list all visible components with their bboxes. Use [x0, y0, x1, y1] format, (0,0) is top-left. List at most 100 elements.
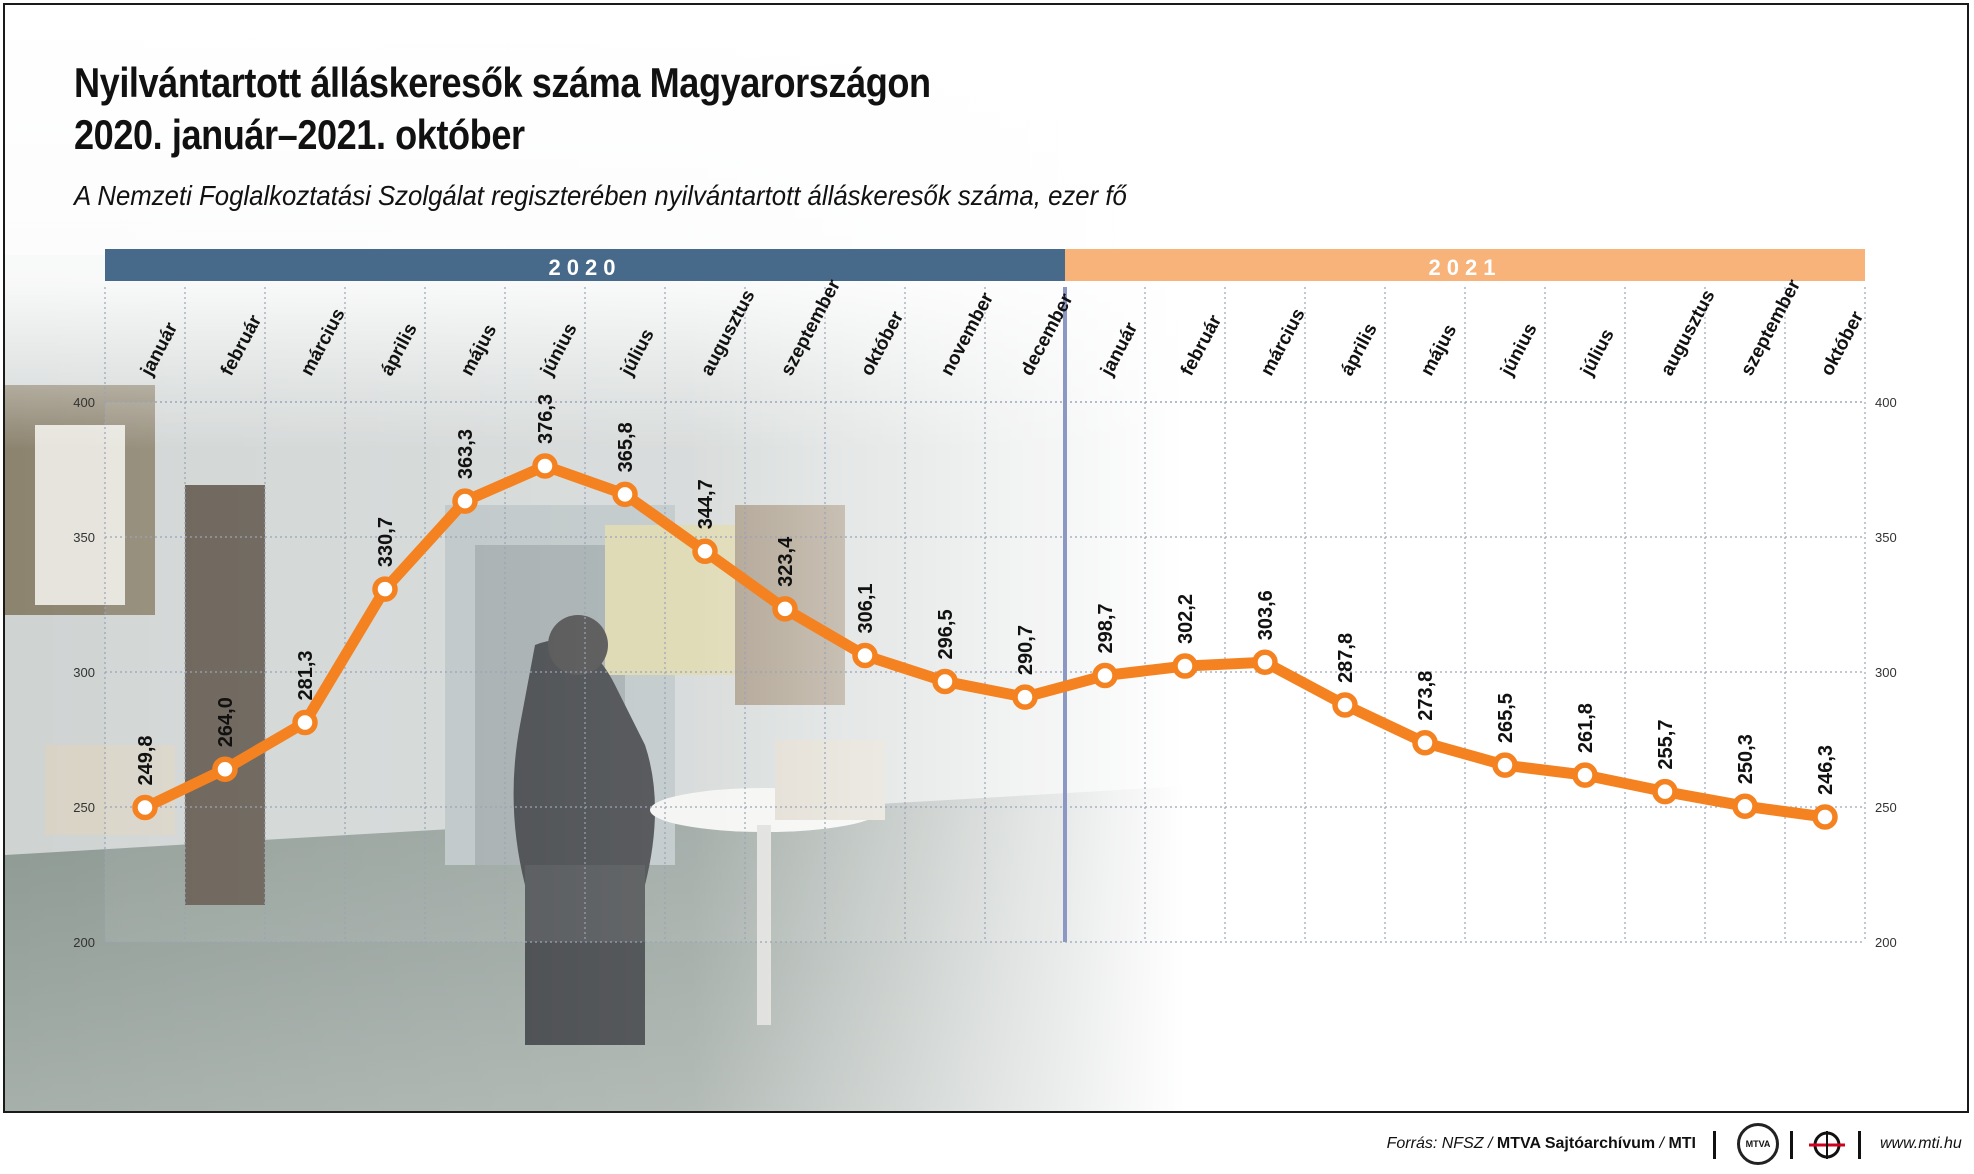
- source-archive: MTVA Sajtóarchívum: [1496, 1135, 1656, 1152]
- data-value-label: 287,8: [1335, 633, 1357, 683]
- month-tick-label: augusztus: [1657, 287, 1720, 380]
- source-credit: Forrás: NFSZ / MTVA Sajtóarchívum / MTI: [1387, 1135, 1696, 1153]
- data-value-label: 344,7: [695, 479, 717, 529]
- data-point-marker: [852, 642, 878, 669]
- year-header-bar: [1065, 249, 1865, 281]
- y-tick-label-right: 400: [1875, 395, 1897, 410]
- data-point-marker: [1652, 778, 1678, 805]
- data-value-label: 281,3: [295, 650, 317, 700]
- y-tick-label-right: 200: [1875, 935, 1897, 950]
- data-value-label: 296,5: [935, 609, 957, 659]
- line-chart: 2020 2021 400 400 350 350 300 300 250 250 200 200 ja…: [73, 249, 1897, 950]
- data-point-marker: [132, 794, 158, 821]
- data-value-label: 323,4: [775, 536, 797, 587]
- data-point-marker: [1572, 762, 1598, 788]
- month-tick-label: április: [377, 320, 422, 379]
- month-tick-label: június: [1496, 320, 1541, 380]
- mtva-logo: MTVA: [1737, 1123, 1779, 1165]
- data-point-marker: [1732, 793, 1758, 819]
- footer-separator: [1713, 1131, 1716, 1159]
- month-tick-label: február: [217, 311, 267, 379]
- mti-logo-icon: [1809, 1131, 1845, 1159]
- chart-title: Nyilvántartott álláskeresők száma Magyar…: [74, 57, 931, 161]
- title-line-1: Nyilvántartott álláskeresők száma Magyar…: [74, 59, 931, 106]
- data-value-label: 376,3: [535, 394, 557, 444]
- data-value-label: 249,8: [135, 735, 157, 785]
- month-tick-label: március: [297, 305, 350, 379]
- month-tick-label: október: [857, 307, 909, 379]
- year-header-label: 2021: [1429, 255, 1502, 280]
- data-point-marker: [932, 668, 958, 695]
- data-value-label: 303,6: [1255, 590, 1277, 640]
- data-value-label: 264,0: [215, 697, 237, 747]
- data-point-marker: [1252, 649, 1278, 676]
- data-point-marker: [1492, 752, 1518, 778]
- data-point-marker: [772, 596, 798, 622]
- data-point-marker: [692, 538, 718, 565]
- data-value-label: 261,8: [1575, 703, 1597, 753]
- month-tick-label: január: [136, 319, 182, 381]
- footer: Forrás: NFSZ / MTVA Sajtóarchívum / MTI …: [0, 1113, 1974, 1174]
- data-point-marker: [372, 576, 398, 602]
- data-point-marker: [1172, 653, 1198, 679]
- title-line-2: 2020. január–2021. október: [74, 111, 525, 158]
- data-value-label: 290,7: [1015, 625, 1037, 675]
- y-tick-label-left: 400: [73, 395, 95, 410]
- series-line: [139, 460, 1831, 823]
- month-tick-label: május: [1417, 321, 1461, 379]
- y-tick-label-right: 250: [1875, 800, 1897, 815]
- data-point-marker: [452, 488, 478, 514]
- data-point-marker: [1332, 692, 1358, 718]
- data-point-marker: [1092, 662, 1118, 689]
- month-tick-label: július: [1576, 326, 1618, 381]
- month-tick-label: december: [1017, 290, 1078, 380]
- y-tick-label-left: 200: [73, 935, 95, 950]
- data-point-marker: [612, 481, 638, 508]
- data-value-label: 255,7: [1655, 720, 1677, 770]
- month-tick-label: március: [1257, 305, 1310, 379]
- data-point-marker: [1812, 804, 1838, 830]
- month-tick-label: május: [457, 321, 501, 379]
- month-tick-label: január: [1096, 319, 1142, 381]
- chart-subtitle: A Nemzeti Foglalkoztatási Szolgálat regi…: [74, 180, 1127, 211]
- month-tick-label: november: [937, 289, 998, 380]
- data-value-label: 365,8: [615, 422, 637, 472]
- data-value-label: 250,3: [1735, 734, 1757, 784]
- footer-separator: [1858, 1131, 1861, 1159]
- y-tick-label-right: 300: [1875, 665, 1897, 680]
- data-value-label: 265,5: [1495, 693, 1517, 743]
- data-point-marker: [1412, 729, 1438, 756]
- source-prefix: Forrás: NFSZ /: [1386, 1135, 1497, 1152]
- month-tick-label: szeptember: [1737, 276, 1805, 380]
- month-tick-label: szeptember: [777, 276, 845, 380]
- month-tick-label: április: [1337, 320, 1382, 379]
- source-mti: MTI: [1668, 1135, 1696, 1152]
- data-point-marker: [1012, 684, 1038, 710]
- data-point-marker: [212, 756, 238, 782]
- y-tick-label-left: 250: [73, 800, 95, 815]
- y-tick-label-left: 300: [73, 665, 95, 680]
- source-separator: /: [1655, 1135, 1669, 1152]
- year-header-label: 2020: [549, 255, 622, 280]
- month-tick-label: október: [1817, 307, 1869, 379]
- month-tick-label: június: [536, 320, 581, 380]
- data-value-label: 330,7: [375, 517, 397, 567]
- y-tick-label-left: 350: [73, 530, 95, 545]
- data-value-label: 298,7: [1095, 603, 1117, 653]
- year-header-bar: [105, 249, 1065, 281]
- background-photo: [5, 5, 1967, 1111]
- month-tick-label: július: [616, 326, 658, 381]
- month-tick-label: február: [1177, 311, 1227, 379]
- data-value-label: 246,3: [1815, 745, 1837, 795]
- data-point-marker: [532, 453, 558, 479]
- y-tick-label-right: 350: [1875, 530, 1897, 545]
- infographic-frame: Nyilvántartott álláskeresők száma Magyar…: [3, 3, 1969, 1113]
- data-value-label: 363,3: [455, 429, 477, 479]
- month-tick-label: augusztus: [697, 287, 760, 380]
- footer-separator: [1790, 1131, 1793, 1159]
- site-url: www.mti.hu: [1880, 1135, 1962, 1152]
- data-value-label: 273,8: [1415, 671, 1437, 721]
- data-value-label: 302,2: [1175, 594, 1197, 644]
- data-point-marker: [292, 709, 318, 736]
- data-value-label: 306,1: [855, 583, 877, 633]
